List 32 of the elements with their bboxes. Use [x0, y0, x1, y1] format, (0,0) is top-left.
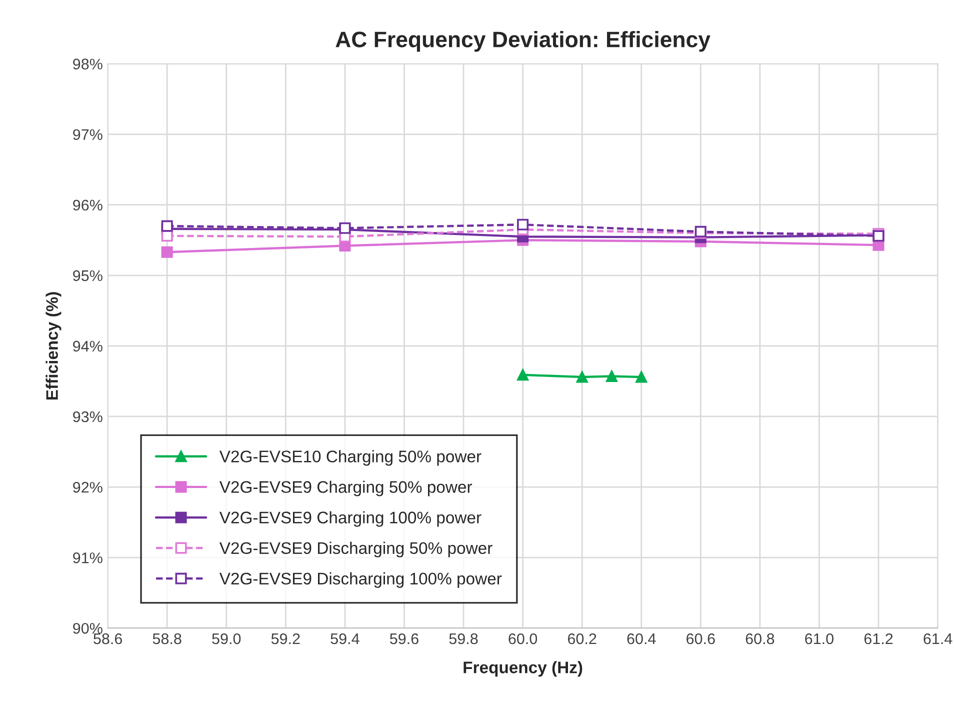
legend-label: V2G-EVSE9 Charging 100% power — [219, 511, 482, 527]
y-tick-label: 91% — [73, 552, 102, 564]
y-tick-label: 96% — [73, 200, 102, 211]
y-tick-label: 90% — [73, 622, 102, 634]
y-tick-label: 93% — [73, 411, 102, 422]
x-tick-label: 60.4 — [627, 633, 656, 644]
x-tick-label: 60.6 — [686, 633, 715, 644]
x-tick-label: 58.6 — [94, 633, 122, 644]
x-tick-label: 59.4 — [330, 633, 360, 644]
x-tick-label: 60.0 — [508, 633, 538, 644]
x-tick-label: 58.8 — [152, 633, 182, 644]
x-tick-label: 61.2 — [864, 633, 893, 644]
y-tick-label: 98% — [73, 58, 102, 70]
legend-label: V2G-EVSE10 Charging 50% power — [219, 450, 482, 466]
x-axis-title: Frequency (Hz) — [464, 661, 582, 677]
y-axis-title: Efficiency (%) — [46, 292, 62, 400]
x-tick-label: 59.0 — [212, 633, 241, 644]
y-tick-label: 92% — [73, 482, 102, 493]
legend-label: V2G-EVSE9 Discharging 100% power — [219, 572, 502, 588]
y-tick-label: 94% — [73, 340, 102, 352]
chart-title: AC Frequency Deviation: Efficiency — [336, 31, 710, 52]
x-tick-label: 61.0 — [805, 633, 834, 644]
y-tick-label: 97% — [73, 129, 102, 140]
legend-label: V2G-EVSE9 Charging 50% power — [219, 480, 472, 496]
x-tick-label: 60.2 — [568, 633, 596, 644]
x-tick-label: 60.8 — [746, 633, 774, 644]
x-tick-label: 61.4 — [924, 633, 952, 644]
x-tick-label: 59.6 — [390, 633, 418, 644]
x-tick-label: 59.8 — [449, 633, 478, 644]
x-tick-label: 59.2 — [271, 633, 300, 644]
legend-label: V2G-EVSE9 Discharging 50% power — [219, 542, 492, 558]
y-tick-label: 95% — [73, 270, 102, 282]
